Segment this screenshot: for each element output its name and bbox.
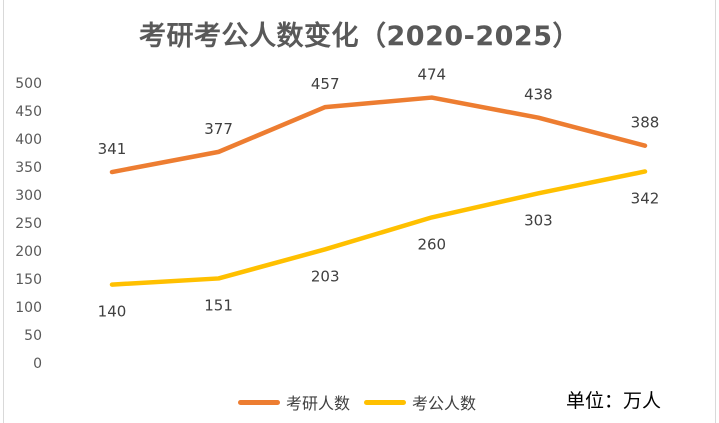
y-tick-label-250: 250 — [15, 216, 42, 232]
legend-label-kaogong: 考公人数 — [412, 394, 477, 413]
y-tick-label-300: 300 — [15, 188, 42, 204]
series-line-0 — [109, 95, 648, 175]
data-label-s1-2021: 151 — [204, 296, 233, 314]
data-label-s0-2025: 388 — [631, 114, 660, 132]
legend-label-kaoyan: 考研人数 — [286, 394, 351, 413]
y-tick-label-0: 0 — [33, 356, 42, 372]
y-tick-label-100: 100 — [15, 300, 42, 316]
data-label-s1-2025: 342 — [631, 189, 660, 207]
chart-title: 考研考公人数变化（2020-2025） — [139, 21, 580, 52]
data-label-s1-2023: 260 — [417, 235, 446, 253]
data-label-s1-2022: 203 — [311, 267, 340, 285]
y-tick-label-400: 400 — [15, 132, 42, 148]
unit-label: 单位：万人 — [566, 390, 662, 412]
data-label-s0-2023: 474 — [417, 66, 446, 84]
legend-item-kaogong: 考公人数 — [364, 390, 476, 414]
y-tick-label-500: 500 — [15, 76, 42, 92]
data-label-s0-2024: 438 — [524, 86, 553, 104]
data-label-s1-2024: 303 — [524, 211, 553, 229]
y-tick-label-50: 50 — [24, 328, 42, 344]
y-tick-label-150: 150 — [15, 272, 42, 288]
y-tick-label-450: 450 — [15, 104, 42, 120]
legend: 考研人数 考公人数 — [238, 390, 490, 414]
chart-frame — [3, 0, 716, 423]
data-label-s0-2020: 341 — [98, 140, 127, 158]
series-line-1 — [109, 169, 648, 287]
y-tick-label-350: 350 — [15, 160, 42, 176]
y-tick-label-200: 200 — [15, 244, 42, 260]
y-axis: 0 50 100 150 200 250 300 350 400 450 500 — [15, 76, 42, 372]
data-labels: 341 377 457 474 438 388 140 151 203 260 303 342 — [98, 66, 660, 321]
data-label-s1-2020: 140 — [98, 303, 127, 321]
series-lines — [109, 95, 648, 287]
legend-item-kaoyan: 考研人数 — [238, 390, 350, 414]
legend-swatch-kaogong — [364, 399, 407, 405]
legend-swatch-kaoyan — [238, 399, 280, 405]
data-label-s0-2022: 457 — [311, 75, 340, 93]
data-label-s0-2021: 377 — [204, 120, 233, 138]
